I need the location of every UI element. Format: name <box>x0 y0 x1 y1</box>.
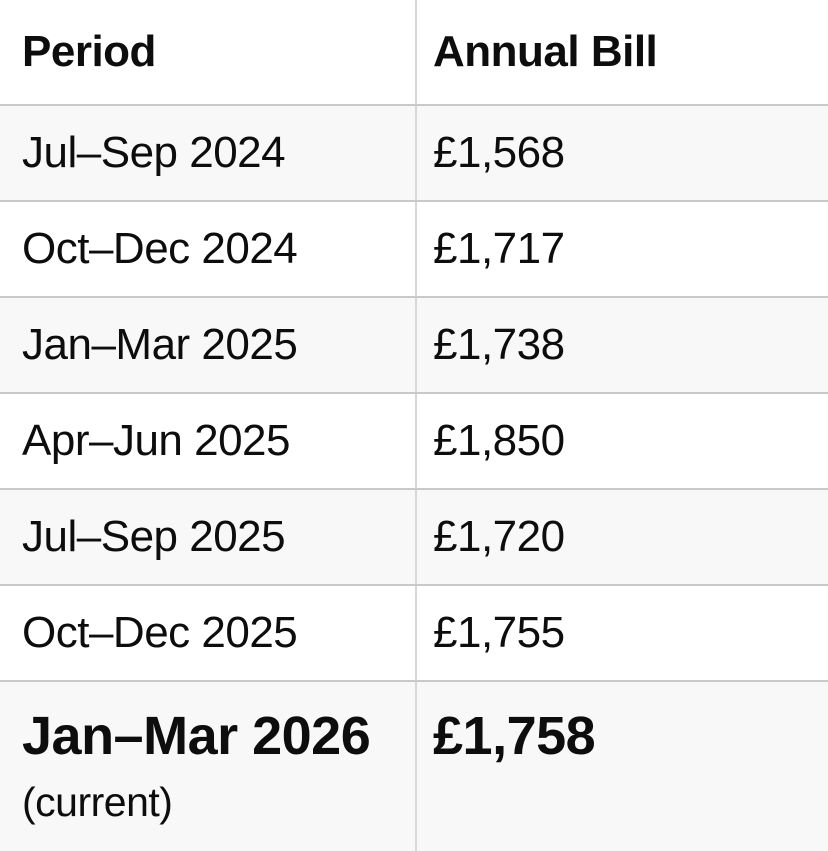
period-cell: Jul–Sep 2025 <box>22 512 286 561</box>
period-cell: Jan–Mar 2025 <box>22 320 298 369</box>
table-row: Apr–Jun 2025 £1,850 <box>0 392 828 488</box>
column-header-annual-bill: Annual Bill <box>415 0 828 104</box>
period-cell: Oct–Dec 2025 <box>22 608 298 657</box>
table-row-current: Jan–Mar 2026 (current) £1,758 <box>0 680 828 851</box>
current-bill-value: £1,758 <box>433 706 596 766</box>
column-header-period: Period <box>22 27 156 76</box>
table-row: Oct–Dec 2024 £1,717 <box>0 200 828 296</box>
table-row: Jul–Sep 2024 £1,568 <box>0 104 828 200</box>
current-period-stack: Jan–Mar 2026 (current) <box>22 704 371 828</box>
table-row: Jul–Sep 2025 £1,720 <box>0 488 828 584</box>
current-period-note: (current) <box>22 779 173 825</box>
bill-cell: £1,717 <box>415 202 828 296</box>
current-period-label: Jan–Mar 2026 <box>22 706 371 766</box>
period-cell: Apr–Jun 2025 <box>22 416 291 465</box>
bill-cell-current: £1,758 <box>415 682 828 851</box>
bill-cell: £1,755 <box>415 586 828 680</box>
period-cell: Jul–Sep 2024 <box>22 128 286 177</box>
table-header-row: Period Annual Bill <box>0 0 828 104</box>
period-cell-current: Jan–Mar 2026 (current) <box>0 682 415 851</box>
bill-cell: £1,738 <box>415 298 828 392</box>
table-row: Oct–Dec 2025 £1,755 <box>0 584 828 680</box>
table-row: Jan–Mar 2025 £1,738 <box>0 296 828 392</box>
bill-cell: £1,850 <box>415 394 828 488</box>
period-cell: Oct–Dec 2024 <box>22 224 298 273</box>
bill-cell: £1,720 <box>415 490 828 584</box>
bill-cell: £1,568 <box>415 106 828 200</box>
